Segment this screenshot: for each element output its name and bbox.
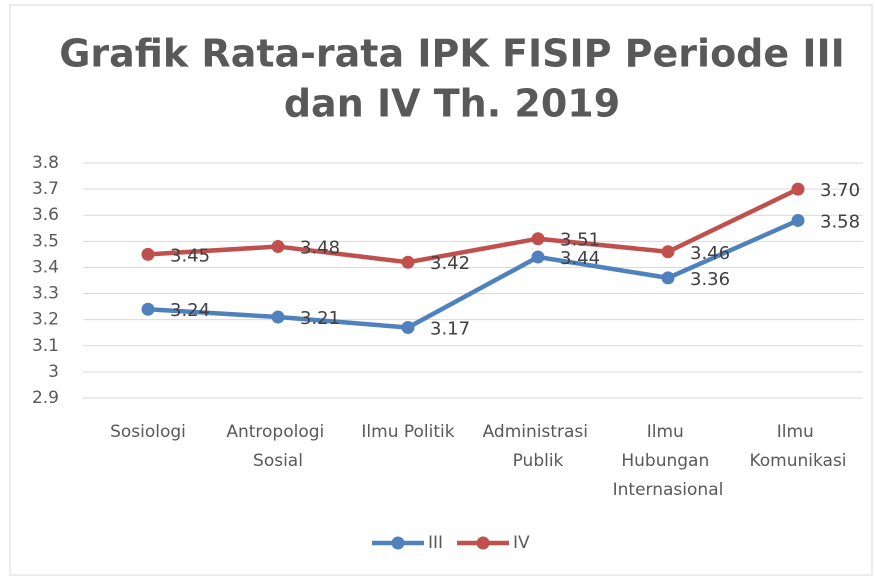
y-tick-label: 3.5 bbox=[32, 231, 59, 251]
marker bbox=[791, 182, 805, 196]
y-tick-label: 3.3 bbox=[32, 284, 59, 304]
marker bbox=[141, 247, 155, 261]
marker bbox=[401, 255, 415, 269]
x-tick-label: Ilmu Hubungan Internasional bbox=[613, 422, 724, 500]
marker bbox=[141, 302, 155, 316]
legend-marker bbox=[476, 536, 490, 550]
chart-title: dan IV Th. 2019 bbox=[284, 82, 620, 126]
series-line bbox=[145, 186, 801, 265]
data-label: 3.42 bbox=[430, 253, 470, 274]
marker bbox=[661, 271, 675, 285]
x-tick-label: Antropologi Sosial bbox=[226, 422, 329, 471]
marker bbox=[531, 232, 545, 246]
chart-border bbox=[9, 4, 873, 576]
marker bbox=[791, 213, 805, 227]
y-tick-label: 3 bbox=[48, 362, 59, 382]
data-label: 3.70 bbox=[820, 180, 860, 201]
y-tick-label: 3.1 bbox=[32, 336, 59, 356]
marker bbox=[401, 321, 415, 334]
data-label: 3.36 bbox=[690, 269, 730, 290]
chart-title: Grafik Rata-rata IPK FISIP Periode III bbox=[59, 32, 845, 76]
y-tick-label: 3.2 bbox=[32, 310, 59, 330]
data-label: 3.48 bbox=[300, 238, 340, 259]
y-tick-label: 3.8 bbox=[32, 153, 59, 173]
x-tick-label: Administrasi Publik bbox=[483, 422, 594, 471]
y-tick-label: 3.6 bbox=[32, 205, 59, 225]
data-label: 3.51 bbox=[560, 230, 600, 251]
data-label: 3.45 bbox=[170, 245, 210, 266]
legend-label: IV bbox=[513, 533, 530, 553]
data-label: 3.46 bbox=[690, 243, 730, 264]
legend-marker bbox=[391, 536, 405, 550]
y-tick-label: 2.9 bbox=[32, 388, 59, 408]
y-tick-label: 3.4 bbox=[32, 257, 59, 277]
x-tick-label: Ilmu Komunikasi bbox=[749, 422, 846, 471]
data-label: 3.44 bbox=[560, 248, 600, 269]
data-label: 3.58 bbox=[820, 211, 860, 232]
marker bbox=[531, 250, 545, 264]
marker bbox=[271, 310, 285, 324]
data-label: 3.17 bbox=[430, 319, 470, 340]
legend-label: III bbox=[428, 533, 443, 553]
marker bbox=[271, 240, 285, 254]
data-label: 3.24 bbox=[170, 300, 210, 321]
y-tick-label: 3.7 bbox=[32, 179, 59, 199]
marker bbox=[661, 245, 675, 259]
series-line bbox=[145, 218, 801, 330]
x-tick-label: Sosiologi bbox=[110, 422, 186, 442]
data-label: 3.21 bbox=[300, 308, 340, 329]
x-tick-label: Ilmu Politik bbox=[361, 422, 454, 442]
